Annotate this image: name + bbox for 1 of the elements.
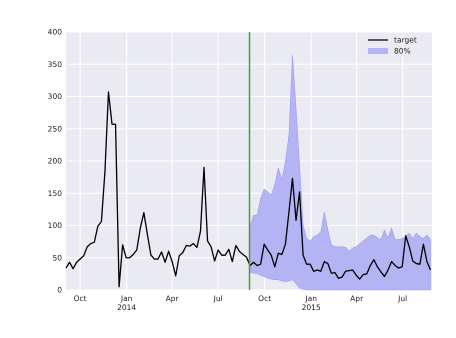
line-series (65, 91, 432, 288)
